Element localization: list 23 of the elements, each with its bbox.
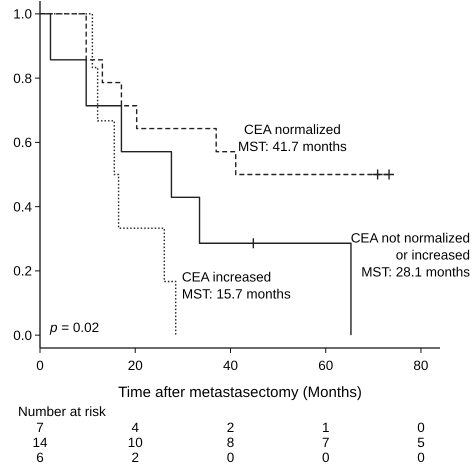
annotation: p = 0.02 <box>49 320 100 336</box>
series-label: CEA increased <box>182 270 272 285</box>
x-tick-label: 40 <box>222 358 238 373</box>
y-tick-label: 1.0 <box>13 6 32 22</box>
x-tick-label: 80 <box>413 358 428 373</box>
x-tick-label: 60 <box>318 358 334 373</box>
y-tick-label: 0.8 <box>13 70 32 86</box>
x-tick-label: 20 <box>128 358 143 373</box>
y-tick-label: 0.0 <box>13 328 32 343</box>
text: Number at risk <box>18 404 106 419</box>
y-tick-label: 0.6 <box>13 135 32 150</box>
text: 14 10 8 7 5 <box>32 435 425 450</box>
text: 7 4 2 1 0 <box>36 420 425 435</box>
x-tick-label: 0 <box>36 358 44 373</box>
x-axis-title: Time after metastasectomy (Months) <box>118 384 362 401</box>
annotation: MST: 41.7 months <box>238 138 348 154</box>
annotation: MST: 28.1 months <box>361 264 470 280</box>
series-label: CEA normalized <box>244 122 341 137</box>
annotation: MST: 15.7 months <box>182 286 291 302</box>
y-tick-label: 0.2 <box>13 264 32 279</box>
text: 6 2 0 0 0 <box>36 450 425 465</box>
y-tick-label: 0.4 <box>13 199 32 214</box>
series-label: CEA not normalized or increased <box>350 230 470 263</box>
